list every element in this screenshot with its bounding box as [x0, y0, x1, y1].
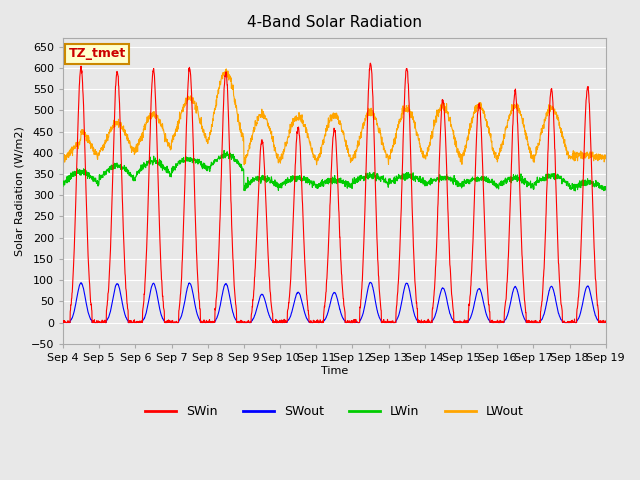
SWout	[493, 320, 500, 325]
SWout	[570, 320, 577, 325]
SWout	[602, 320, 609, 325]
Line: LWin: LWin	[63, 150, 605, 191]
SWin	[554, 250, 562, 255]
SWout	[367, 279, 374, 285]
Y-axis label: Solar Radiation (W/m2): Solar Radiation (W/m2)	[15, 126, 25, 256]
SWin	[350, 318, 358, 324]
LWout	[554, 117, 562, 123]
SWin	[59, 319, 67, 325]
SWin	[60, 320, 67, 325]
LWin	[554, 172, 562, 178]
LWout	[362, 112, 370, 118]
LWout	[570, 148, 577, 154]
Text: TZ_tmet: TZ_tmet	[68, 48, 125, 60]
LWin	[572, 188, 579, 194]
SWin	[211, 318, 218, 324]
Line: SWout: SWout	[63, 282, 605, 323]
LWout	[351, 151, 358, 157]
Line: SWin: SWin	[63, 63, 605, 323]
Line: LWout: LWout	[63, 69, 605, 165]
Legend: SWin, SWout, LWin, LWout: SWin, SWout, LWin, LWout	[140, 400, 529, 423]
LWout	[602, 154, 609, 159]
LWout	[211, 106, 218, 111]
LWin	[220, 147, 228, 153]
Title: 4-Band Solar Radiation: 4-Band Solar Radiation	[247, 15, 422, 30]
LWin	[59, 183, 67, 189]
SWin	[362, 173, 370, 179]
LWout	[223, 66, 230, 72]
LWin	[569, 184, 577, 190]
SWout	[362, 297, 370, 303]
LWin	[350, 177, 358, 182]
LWout	[493, 155, 500, 161]
SWin	[367, 60, 374, 66]
SWout	[554, 309, 562, 314]
LWin	[362, 170, 370, 176]
LWout	[59, 157, 67, 163]
SWout	[59, 320, 67, 325]
LWin	[211, 157, 218, 163]
LWin	[602, 187, 609, 192]
SWout	[60, 320, 67, 325]
SWin	[570, 319, 577, 324]
SWin	[602, 319, 609, 324]
SWin	[493, 320, 500, 325]
LWout	[60, 162, 67, 168]
X-axis label: Time: Time	[321, 366, 348, 375]
SWout	[211, 319, 218, 325]
SWout	[350, 320, 358, 325]
LWin	[492, 183, 500, 189]
